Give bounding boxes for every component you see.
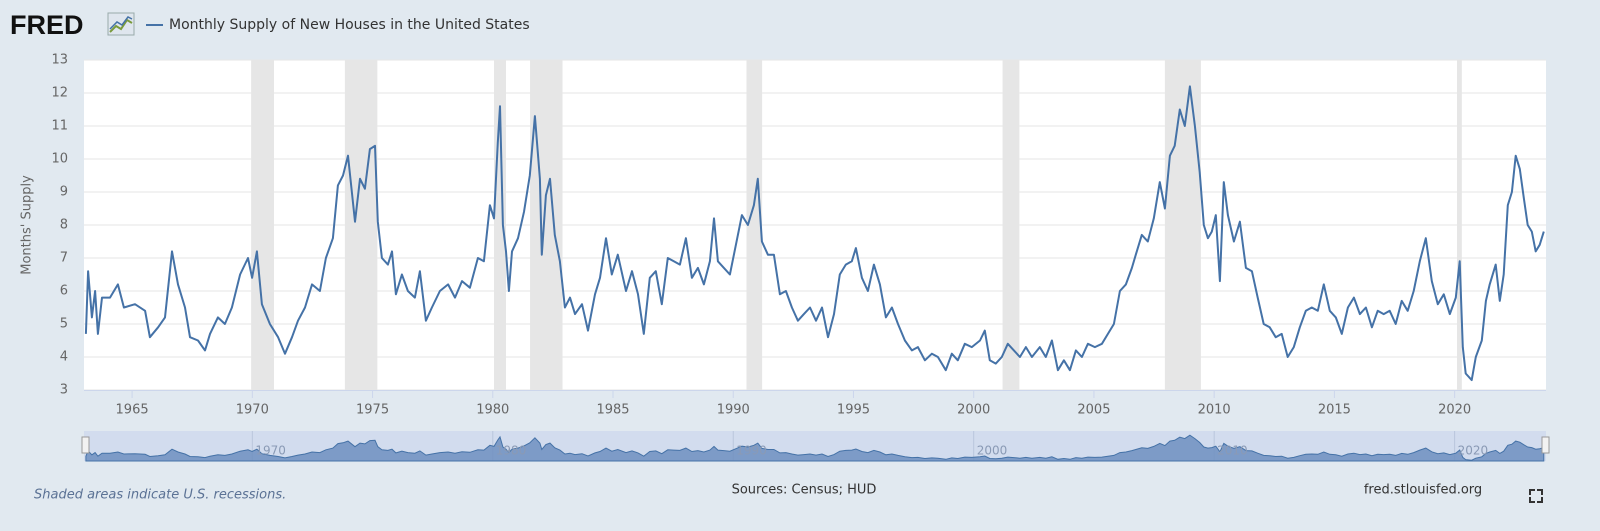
navigator-tick-label: 1970 [255,444,286,458]
navigator-tick-label: 2020 [1458,444,1489,458]
x-tick-label: 1975 [356,403,389,418]
x-tick-label: 2005 [1077,403,1110,418]
x-tick-label: 1985 [596,403,629,418]
fullscreen-button[interactable] [1529,489,1543,503]
x-tick-label: 1965 [116,403,149,418]
x-tick-label: 1970 [236,403,269,418]
y-tick-label: 8 [60,218,68,233]
y-tick-label: 11 [51,119,68,134]
y-tick-label: 13 [51,53,68,68]
y-tick-label: 5 [60,317,68,332]
navigator-area [85,434,1545,462]
logo-icon [107,12,135,36]
navigator-handle[interactable] [1541,436,1550,454]
y-tick-label: 9 [60,185,68,200]
y-axis-label: Months' Supply [20,175,35,275]
navigator-tick-label: 1990 [736,444,767,458]
navigator-tick-label: 2000 [977,444,1008,458]
y-tick-label: 6 [60,284,68,299]
x-tick-label: 1995 [837,403,870,418]
navigator-tick-label: 2010 [1217,444,1248,458]
legend-label: Monthly Supply of New Houses in the Unit… [169,17,530,33]
source: Sources: Census; HUD [732,483,877,498]
x-tick-label: 2015 [1318,403,1351,418]
logo: FRED [10,10,84,40]
x-tick-label: 2000 [957,403,990,418]
x-tick-label: 2020 [1438,403,1471,418]
y-tick-label: 10 [51,152,68,167]
data-line [84,85,1545,382]
y-tick-label: 3 [60,383,68,398]
x-tick-label: 2010 [1198,403,1231,418]
navigator-tick-label: 1980 [496,444,527,458]
site-link[interactable]: fred.stlouisfed.org [1364,483,1482,498]
y-tick-label: 12 [51,86,68,101]
y-tick-label: 7 [60,251,68,266]
x-tick-label: 1990 [717,403,750,418]
y-tick-label: 4 [60,350,68,365]
recession-note: Shaded areas indicate U.S. recessions. [34,488,286,503]
navigator-handle[interactable] [81,436,90,454]
x-tick-label: 1980 [476,403,509,418]
